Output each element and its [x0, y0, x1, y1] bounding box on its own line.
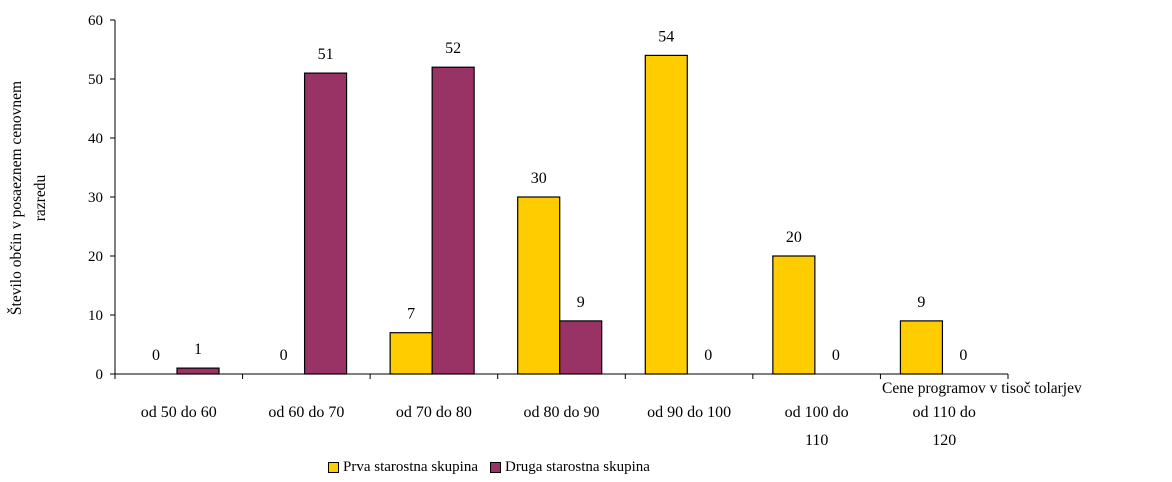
- y-tick-label: 50: [88, 72, 103, 88]
- x-tick-label: od 80 do 90: [524, 404, 600, 421]
- legend-swatch-series-1: [328, 462, 339, 473]
- value-label-series-2-cat-6: 0: [832, 347, 840, 364]
- y-tick-label: 0: [96, 367, 104, 383]
- legend: Prva starostna skupina Druga starostna s…: [328, 459, 656, 476]
- y-axis-title: Število občin v posaeznem cenovnem razred…: [8, 81, 49, 315]
- value-label-series-2-cat-3: 52: [445, 40, 461, 57]
- value-label-series-2-cat-2: 51: [318, 46, 334, 63]
- value-label-series-1-cat-2: 0: [280, 347, 288, 364]
- bar-series-1-cat-4: [517, 196, 561, 375]
- x-tick-label: od 70 do 80: [396, 404, 472, 421]
- value-label-series-1-cat-3: 7: [407, 306, 415, 323]
- legend-swatch-series-2: [489, 462, 501, 473]
- bar-series-1-cat-7: [899, 320, 944, 375]
- y-tick-label: 60: [88, 13, 103, 29]
- bar-series-1-cat-3: [389, 332, 433, 375]
- x-axis: [114, 373, 1009, 379]
- bar-series-1-cat-6: [772, 255, 816, 375]
- bar-series-2-cat-1: [176, 367, 220, 375]
- x-tick-label: od 110 do: [913, 404, 976, 421]
- bars: [176, 54, 944, 375]
- value-label-series-2-cat-4: 9: [577, 294, 585, 311]
- legend-label-series-1: Prva starostna skupina: [343, 459, 478, 475]
- value-label-series-1-cat-5: 54: [658, 28, 674, 45]
- value-label-series-2-cat-7: 0: [959, 347, 967, 364]
- x-tick-label: od 60 do 70: [268, 404, 344, 421]
- y-tick-label: 10: [88, 308, 103, 324]
- legend-item-series-1: Prva starostna skupina: [328, 459, 478, 476]
- x-tick-label: od 50 do 60: [141, 404, 217, 421]
- bar-series-2-cat-3: [431, 66, 475, 375]
- value-label-series-1-cat-4: 30: [531, 170, 547, 187]
- x-tick-label: od 90 do 100: [647, 404, 731, 421]
- x-tick-label: 120: [932, 432, 956, 449]
- value-labels: 0 0 7 30 54 20 9 1 51 52 9 0 0 0: [152, 28, 967, 364]
- x-axis-title: Cene programov v tisoč tolarjev: [882, 380, 1082, 397]
- y-tick-label: 30: [88, 190, 103, 206]
- value-label-series-1-cat-7: 9: [917, 294, 925, 311]
- y-axis: 0 10 20 30 40 50 60: [88, 13, 116, 383]
- value-label-series-1-cat-6: 20: [786, 229, 802, 246]
- value-label-series-1-cat-1: 0: [152, 347, 160, 364]
- x-tick-label: 110: [805, 432, 828, 449]
- value-label-series-2-cat-1: 1: [194, 341, 202, 358]
- y-axis-title-line: Število občin v posaeznem cenovnem: [8, 81, 25, 315]
- y-tick-label: 40: [88, 131, 103, 147]
- y-tick-label: 20: [88, 249, 103, 265]
- x-tick-label: od 100 do: [785, 404, 849, 421]
- x-tick-labels: od 50 do 60 od 60 do 70 od 70 do 80 od 80 d…: [141, 404, 976, 449]
- legend-item-series-2: Druga starostna skupina: [489, 459, 650, 476]
- bar-series-1-cat-5: [644, 54, 688, 375]
- bar-series-2-cat-2: [303, 72, 348, 375]
- bar-series-2-cat-4: [559, 320, 603, 375]
- legend-label-series-2: Druga starostna skupina: [504, 459, 650, 475]
- y-axis-title-line: razredu: [32, 175, 49, 222]
- value-label-series-2-cat-5: 0: [704, 347, 712, 364]
